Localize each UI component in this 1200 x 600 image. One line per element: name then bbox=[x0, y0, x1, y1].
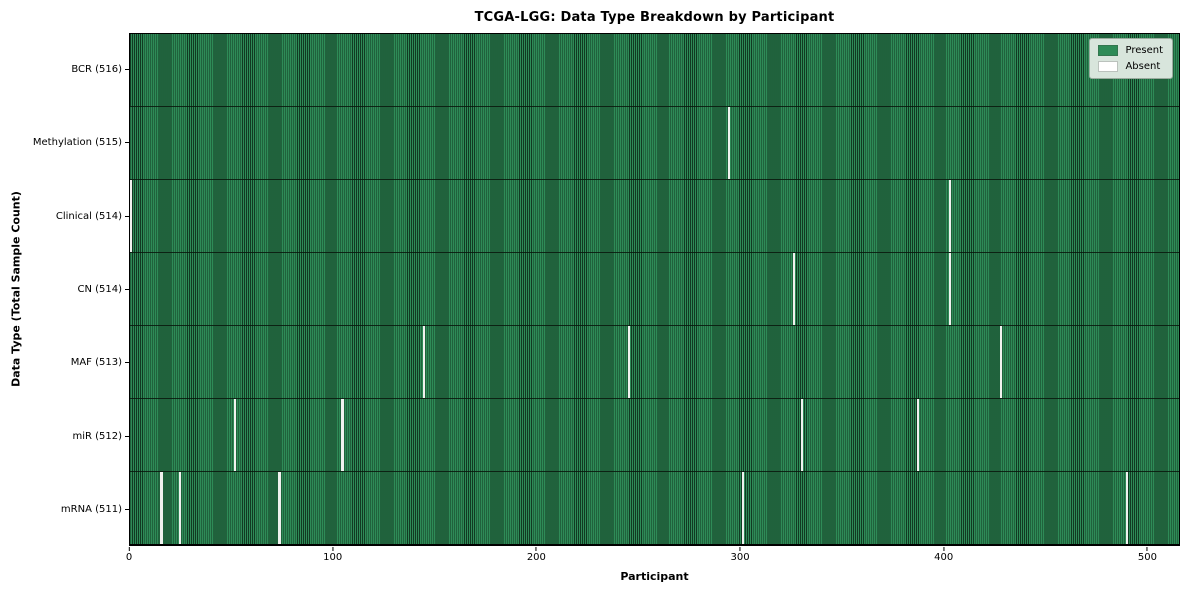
x-axis-label: Participant bbox=[620, 570, 689, 583]
absent-cell-CN-326 bbox=[792, 253, 795, 325]
absent-cell-mRNA-73 bbox=[278, 472, 281, 544]
absent-cell-miR-330 bbox=[800, 399, 804, 471]
absent-cell-Methylation-294 bbox=[727, 107, 730, 179]
plot-area: Present Absent bbox=[129, 33, 1180, 546]
x-tick-0: 0 bbox=[126, 547, 132, 563]
legend-item-present: Present bbox=[1098, 45, 1163, 56]
y-tick-Methylation: Methylation (515) bbox=[0, 106, 129, 179]
y-tick-labels: BCR (516) Methylation (515) Clinical (514)… bbox=[0, 33, 129, 546]
x-tick-mark bbox=[1146, 547, 1148, 551]
absent-cell-mRNA-490 bbox=[1126, 472, 1129, 544]
absent-cell-miR-104 bbox=[341, 399, 344, 471]
x-tick-500: 500 bbox=[1138, 547, 1157, 563]
y-tick-miR: miR (512) bbox=[0, 399, 129, 472]
y-tick-mark bbox=[125, 69, 129, 71]
x-tick-400: 400 bbox=[934, 547, 953, 563]
legend-item-absent: Absent bbox=[1098, 61, 1163, 72]
absent-cell-mRNA-24 bbox=[178, 472, 181, 544]
y-tick-mRNA: mRNA (511) bbox=[0, 473, 129, 546]
y-tick-mark bbox=[125, 362, 129, 364]
y-tick-MAF: MAF (513) bbox=[0, 326, 129, 399]
x-tick-mark bbox=[332, 547, 334, 551]
legend: Present Absent bbox=[1089, 38, 1173, 79]
absent-cell-miR-387 bbox=[916, 399, 919, 471]
heatmap-row-CN bbox=[130, 252, 1179, 325]
heatmap-row-Clinical bbox=[130, 179, 1179, 252]
absent-cell-Clinical-0 bbox=[130, 180, 133, 252]
x-tick-300: 300 bbox=[730, 547, 750, 563]
chart-title: TCGA-LGG: Data Type Breakdown by Partici… bbox=[474, 10, 835, 25]
x-tick-100: 100 bbox=[323, 547, 342, 563]
y-tick-CN: CN (514) bbox=[0, 253, 129, 326]
heatmap-row-MAF bbox=[130, 325, 1179, 398]
absent-cell-CN-403 bbox=[949, 253, 952, 325]
heatmap-row-miR bbox=[130, 398, 1179, 471]
y-tick-mark bbox=[125, 142, 129, 144]
heatmap-row-Methylation bbox=[130, 106, 1179, 179]
absent-cell-MAF-245 bbox=[628, 326, 631, 398]
legend-label-absent: Absent bbox=[1125, 61, 1161, 72]
x-axis: 0 100 200 300 400 500 bbox=[126, 547, 1180, 569]
heatmap-row-BCR bbox=[130, 34, 1179, 106]
y-tick-mark bbox=[125, 288, 129, 290]
x-tick-mark bbox=[535, 547, 537, 551]
absent-cell-mRNA-301 bbox=[741, 472, 745, 544]
x-tick-200: 200 bbox=[527, 547, 546, 563]
x-tick-mark bbox=[739, 547, 741, 551]
absent-cell-MAF-428 bbox=[1000, 326, 1003, 398]
absent-cell-MAF-144 bbox=[422, 326, 425, 398]
absent-cell-miR-51 bbox=[233, 399, 236, 471]
y-tick-Clinical: Clinical (514) bbox=[0, 180, 129, 253]
x-tick-mark bbox=[943, 547, 945, 551]
absent-swatch-icon bbox=[1098, 61, 1119, 72]
x-tick-mark bbox=[128, 547, 130, 551]
absent-cell-Clinical-403 bbox=[949, 180, 952, 252]
legend-label-present: Present bbox=[1125, 45, 1163, 56]
y-tick-BCR: BCR (516) bbox=[0, 33, 129, 106]
absent-cell-mRNA-15 bbox=[160, 472, 163, 544]
present-swatch-icon bbox=[1098, 45, 1119, 56]
y-tick-mark bbox=[125, 215, 129, 217]
y-tick-mark bbox=[125, 508, 129, 510]
y-tick-mark bbox=[125, 435, 129, 437]
heatmap-row-mRNA bbox=[130, 471, 1179, 544]
